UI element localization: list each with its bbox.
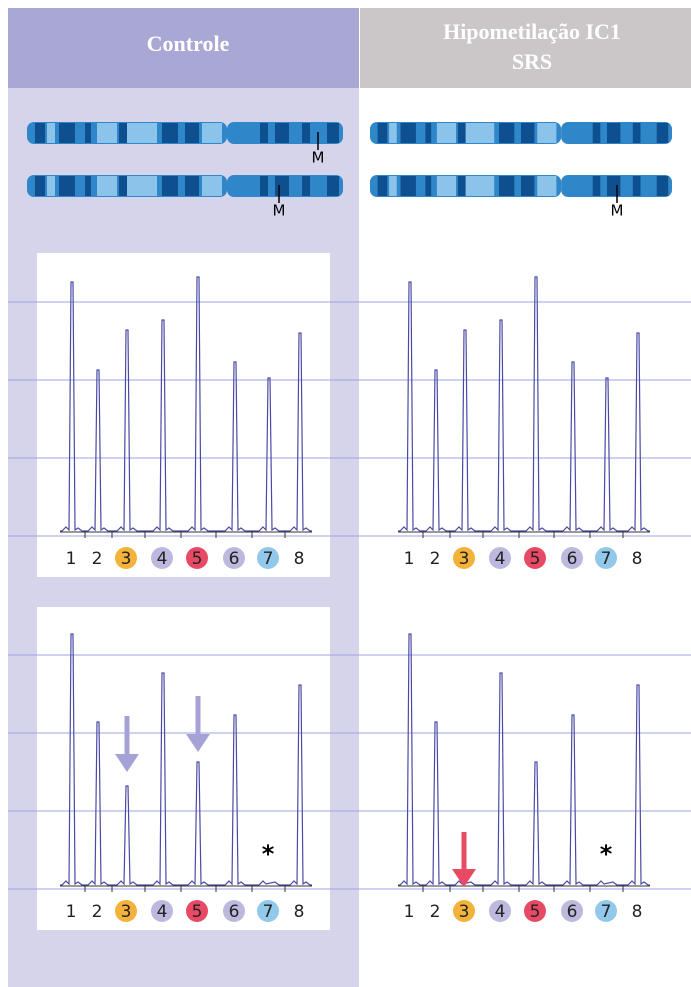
marker-label: M (312, 149, 325, 167)
band (162, 123, 178, 143)
peak-label: 4 (157, 902, 168, 922)
band (302, 123, 310, 143)
peak-label: 3 (459, 549, 470, 569)
band (260, 123, 268, 143)
band (607, 123, 620, 143)
band (521, 123, 534, 143)
band (85, 176, 91, 196)
peak-label: 5 (192, 549, 203, 569)
peak-label: 6 (567, 549, 578, 569)
marker-label: M (611, 202, 624, 220)
peak-label: 7 (601, 549, 612, 569)
band (633, 123, 641, 143)
band (607, 176, 620, 196)
band (537, 123, 556, 143)
band (127, 176, 157, 196)
band (458, 123, 466, 143)
header-title: Controle (147, 31, 230, 56)
trace (398, 277, 650, 531)
peak-label: 3 (121, 549, 132, 569)
peak-label: 6 (229, 902, 240, 922)
band (378, 123, 388, 143)
band (327, 176, 339, 196)
band (202, 176, 222, 196)
band (425, 123, 431, 143)
band (202, 123, 222, 143)
peak-label: 4 (495, 549, 506, 569)
band (466, 176, 495, 196)
peak-label: 1 (404, 549, 415, 569)
peak-label: 5 (192, 902, 203, 922)
band (537, 176, 556, 196)
band (119, 176, 127, 196)
peak-label: 2 (92, 549, 103, 569)
band (47, 123, 55, 143)
band (593, 123, 601, 143)
band (97, 176, 117, 196)
band (275, 123, 289, 143)
peak-label: 2 (92, 902, 103, 922)
band (378, 176, 388, 196)
band (59, 123, 75, 143)
band (657, 176, 668, 196)
peak-label: 1 (66, 549, 77, 569)
peak-label: 2 (430, 549, 441, 569)
band (162, 176, 178, 196)
peak-label: 6 (229, 549, 240, 569)
band (127, 123, 157, 143)
peak-label: 8 (294, 549, 305, 569)
band (97, 123, 117, 143)
band (389, 176, 397, 196)
figure: Controle Hipometilação IC1 SRS MMM 12345… (0, 0, 691, 987)
band (35, 123, 45, 143)
band (119, 123, 127, 143)
band (35, 176, 45, 196)
peak-label: 1 (66, 902, 77, 922)
band (275, 176, 289, 196)
peak-label: 8 (632, 902, 643, 922)
band (437, 176, 456, 196)
peak-label: 8 (294, 902, 305, 922)
peak-label: 2 (430, 902, 441, 922)
peak-label: 4 (495, 902, 506, 922)
peak-label: 7 (601, 902, 612, 922)
band (59, 176, 75, 196)
band (185, 176, 199, 196)
peak-label: 5 (530, 902, 541, 922)
peak-label: 5 (530, 549, 541, 569)
band (401, 123, 416, 143)
peak-label: 6 (567, 902, 578, 922)
peak-label: 3 (121, 902, 132, 922)
band (389, 123, 397, 143)
peak-label: 7 (263, 549, 274, 569)
asterisk: * (262, 840, 275, 868)
band (499, 176, 514, 196)
band (302, 176, 310, 196)
band (401, 176, 416, 196)
band (437, 123, 456, 143)
band (260, 176, 268, 196)
band (85, 123, 91, 143)
band (521, 176, 534, 196)
band (47, 176, 55, 196)
band (425, 176, 431, 196)
peak-label: 3 (459, 902, 470, 922)
marker-label: M (273, 202, 286, 220)
band (593, 176, 601, 196)
header-title: Hipometilação IC1 (443, 19, 621, 44)
peak-label: 7 (263, 902, 274, 922)
band (657, 123, 668, 143)
peak-label: 8 (632, 549, 643, 569)
band (327, 123, 339, 143)
band (185, 123, 199, 143)
peak-label: 1 (404, 902, 415, 922)
band (458, 176, 466, 196)
band (466, 123, 495, 143)
band (633, 176, 641, 196)
band (499, 123, 514, 143)
header-title: SRS (512, 49, 552, 74)
asterisk: * (600, 840, 613, 868)
peak-label: 4 (157, 549, 168, 569)
